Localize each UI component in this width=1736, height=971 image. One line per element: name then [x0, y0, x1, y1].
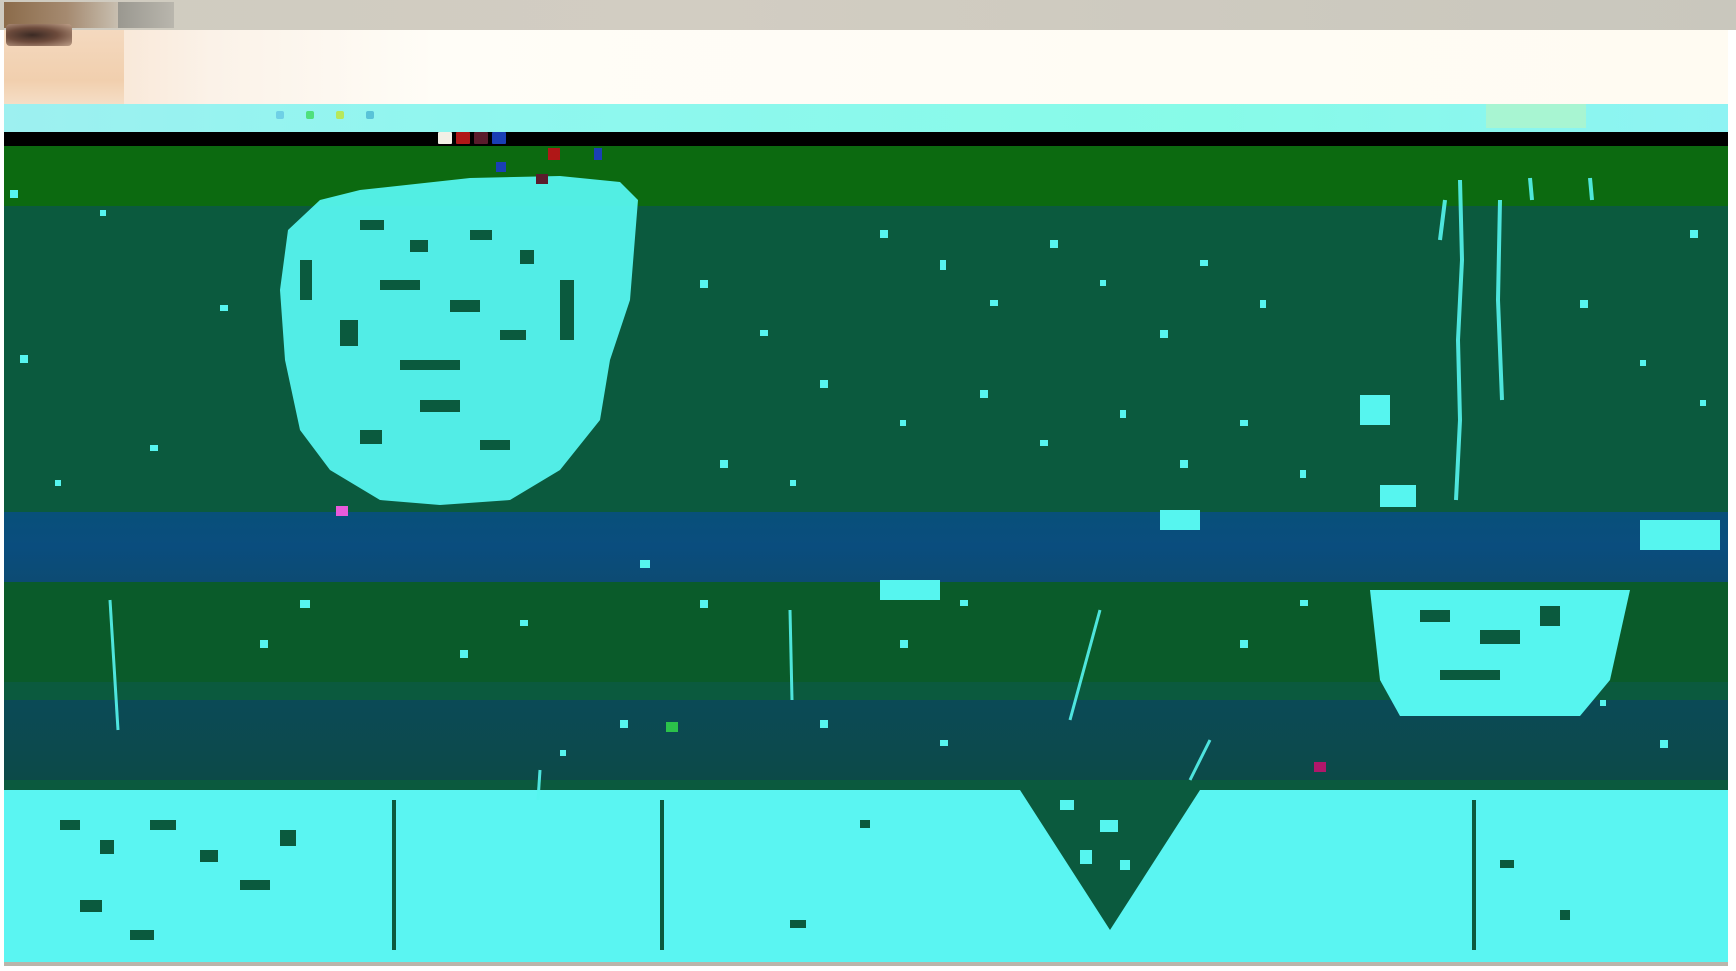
accent-pixel [666, 722, 678, 732]
canvas-speckles [10, 190, 1706, 756]
accent-pixel [548, 148, 560, 160]
figure-right-block [1360, 395, 1390, 425]
top-bar [0, 0, 1736, 30]
accent-pixel [536, 174, 548, 184]
chip-icon [492, 132, 506, 144]
canvas-lines [108, 599, 1212, 801]
marker-icon [306, 111, 314, 119]
marker-icon [366, 111, 374, 119]
toolbar-highlight [1486, 104, 1586, 128]
figure-right-block [1380, 485, 1416, 507]
accent-pixel [594, 148, 602, 160]
figure-right-block [1640, 520, 1720, 550]
avatar-icon[interactable] [6, 24, 72, 46]
toolbar-markers [276, 106, 374, 124]
divider-bar [4, 132, 1728, 146]
accent-pixel [336, 506, 348, 516]
floor-noise [60, 800, 1570, 950]
accent-pixel [1314, 762, 1326, 772]
floor-v-shape [1020, 790, 1200, 930]
canvas-top-band [4, 146, 1728, 206]
image-thumbnail[interactable] [4, 2, 118, 28]
chip-icon [438, 132, 452, 144]
figure-right [1438, 177, 1594, 501]
marker-icon [276, 111, 284, 119]
accent-pixel [496, 162, 506, 172]
image-thumbnail-secondary[interactable] [118, 2, 174, 28]
chip-icon [456, 132, 470, 144]
figure-left-detail [300, 220, 574, 450]
toolbar-strip [4, 104, 1728, 132]
canvas-bottom-edge [4, 962, 1728, 966]
canvas-floor [4, 790, 1728, 966]
chip-icon [474, 132, 488, 144]
floor-v-detail [1060, 800, 1130, 870]
canvas-blue-band [4, 512, 1728, 582]
figure-left [280, 176, 638, 505]
color-chips [438, 132, 506, 144]
header-band [4, 30, 1728, 104]
bowl-right-detail [1420, 606, 1560, 680]
bowl-right [1370, 590, 1630, 716]
marker-icon [336, 111, 344, 119]
